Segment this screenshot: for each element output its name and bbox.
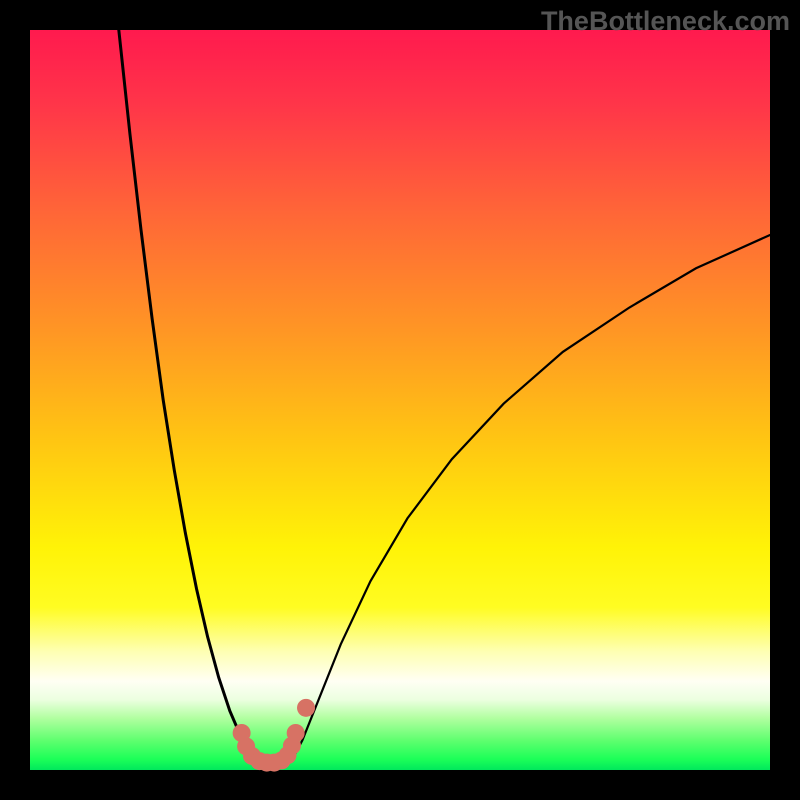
plot-background-gradient bbox=[30, 30, 770, 770]
chart-stage: TheBottleneck.com bbox=[0, 0, 800, 800]
watermark-text: TheBottleneck.com bbox=[541, 6, 790, 37]
chart-svg bbox=[0, 0, 800, 800]
valley-marker bbox=[287, 724, 305, 742]
valley-marker bbox=[297, 699, 315, 717]
